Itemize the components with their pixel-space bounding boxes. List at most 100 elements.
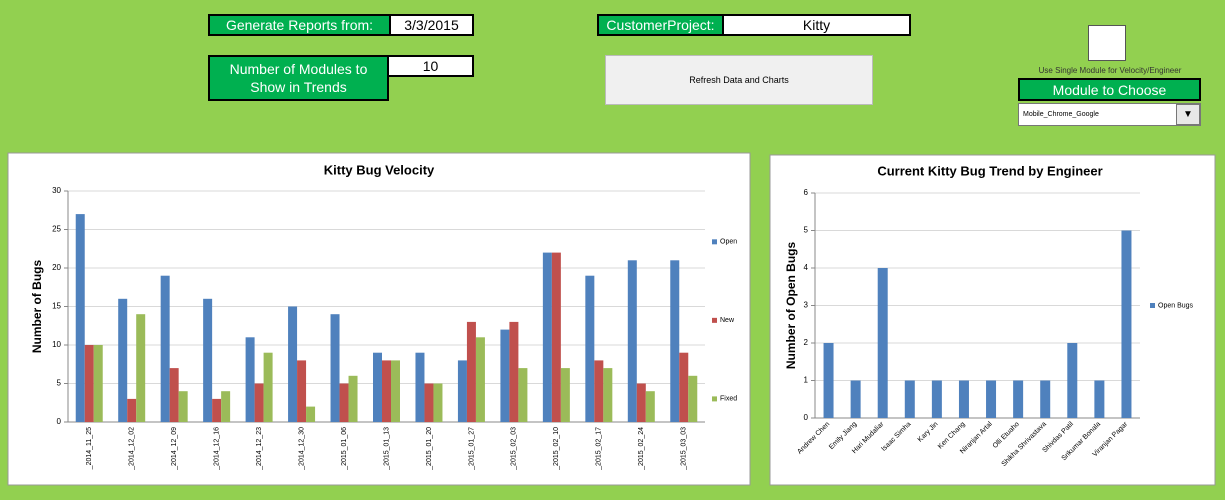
y-axis-title: Number of Open Bugs bbox=[784, 242, 798, 370]
chart-title: Current Kitty Bug Trend by Engineer bbox=[877, 163, 1102, 178]
bar bbox=[585, 275, 595, 422]
legend-swatch bbox=[712, 396, 717, 402]
y-axis-title: Number of Bugs bbox=[30, 260, 44, 354]
legend-swatch bbox=[712, 317, 717, 323]
bar bbox=[127, 398, 137, 422]
y-tick-label: 4 bbox=[804, 263, 809, 272]
bar bbox=[93, 345, 103, 422]
legend-label: New bbox=[720, 317, 735, 324]
bar bbox=[118, 298, 128, 422]
bar bbox=[986, 380, 997, 418]
bar bbox=[1013, 380, 1024, 418]
bar bbox=[160, 275, 170, 422]
modules-field[interactable]: 10 bbox=[387, 55, 474, 77]
y-tick-label: 3 bbox=[804, 301, 809, 310]
y-tick-label: 1 bbox=[804, 376, 809, 385]
label: Generate Reports from: bbox=[208, 14, 391, 36]
bar bbox=[254, 383, 264, 422]
bar bbox=[670, 260, 680, 422]
bar bbox=[823, 343, 834, 418]
label: CustomerProject: bbox=[597, 14, 724, 36]
y-tick-label: 30 bbox=[52, 186, 61, 195]
bar bbox=[551, 252, 561, 422]
chart-panel bbox=[7, 152, 751, 486]
legend-label: Open bbox=[720, 239, 737, 246]
checkbox-label: Use Single Module for Velocity/Engineer bbox=[1038, 66, 1182, 75]
bar bbox=[542, 252, 552, 422]
bar bbox=[330, 314, 340, 422]
dropdown-arrow[interactable]: ▼ bbox=[1176, 104, 1200, 125]
dropdown[interactable]: Mobile_Chrome_Google bbox=[1018, 103, 1201, 126]
bar bbox=[603, 368, 613, 422]
bar bbox=[245, 337, 255, 422]
y-tick-label: 20 bbox=[52, 263, 61, 272]
bar bbox=[391, 360, 400, 422]
bar bbox=[75, 214, 85, 422]
x-tick-label: _2014_12_09 bbox=[171, 427, 178, 471]
x-tick-label: _2015_01_27 bbox=[468, 427, 475, 471]
x-tick-label: _2014_12_30 bbox=[298, 427, 305, 471]
bar bbox=[212, 398, 222, 422]
refresh-button[interactable]: Refresh Data and Charts bbox=[605, 55, 873, 105]
bar bbox=[297, 360, 307, 422]
y-tick-label: 6 bbox=[804, 188, 809, 197]
x-tick-label: Olli Etuaho bbox=[992, 421, 1021, 450]
bar bbox=[645, 391, 655, 422]
y-tick-label: 0 bbox=[804, 413, 809, 422]
dropdown-value: Mobile_Chrome_Google bbox=[1023, 111, 1099, 118]
project-field[interactable]: Kitty bbox=[722, 14, 911, 36]
y-tick-label: 2 bbox=[804, 338, 809, 347]
x-tick-label: _2015_01_13 bbox=[383, 427, 390, 471]
bar bbox=[688, 375, 698, 422]
bar bbox=[288, 306, 298, 422]
bar bbox=[382, 360, 391, 422]
y-tick-label: 0 bbox=[57, 417, 62, 426]
y-tick-label: 10 bbox=[52, 340, 61, 349]
x-tick-label: _2015_02_10 bbox=[553, 427, 560, 471]
bar bbox=[457, 360, 467, 422]
x-tick-label: Hari Mudaliar bbox=[851, 420, 886, 455]
x-tick-label: _2014_12_02 bbox=[129, 427, 136, 471]
x-tick-label: _2014_11_25 bbox=[86, 427, 93, 470]
checkbox[interactable] bbox=[1088, 25, 1126, 61]
y-tick-label: 5 bbox=[57, 379, 62, 388]
bar bbox=[958, 380, 969, 418]
x-tick-label: _2015_03_03 bbox=[681, 427, 688, 471]
x-tick-label: _2015_02_17 bbox=[596, 427, 603, 471]
bar bbox=[221, 391, 231, 422]
date-field[interactable]: 3/3/2015 bbox=[389, 14, 474, 36]
y-tick-label: 25 bbox=[52, 225, 61, 234]
bar bbox=[433, 383, 443, 422]
bar bbox=[1121, 230, 1132, 418]
x-tick-label: Emily Jiang bbox=[828, 421, 858, 451]
x-tick-label: Shikha Shrivastava bbox=[1001, 421, 1048, 468]
bar bbox=[931, 380, 942, 418]
bar bbox=[850, 380, 861, 418]
bar bbox=[466, 321, 476, 422]
bar bbox=[415, 352, 425, 422]
bar bbox=[627, 260, 637, 422]
x-tick-label: Srikumar Bonala bbox=[1061, 421, 1103, 463]
x-tick-label: _2014_12_16 bbox=[213, 427, 220, 471]
bar bbox=[339, 383, 349, 422]
bar bbox=[518, 368, 528, 422]
bar bbox=[306, 406, 316, 422]
legend-label: Fixed bbox=[720, 396, 737, 403]
bar bbox=[169, 368, 179, 422]
bar bbox=[594, 360, 604, 422]
bar bbox=[136, 314, 146, 422]
bar bbox=[348, 375, 358, 422]
x-tick-label: Andrew Chen bbox=[796, 421, 831, 456]
bar bbox=[636, 383, 646, 422]
bar bbox=[877, 268, 888, 418]
x-tick-label: _2015_02_24 bbox=[638, 427, 645, 471]
bar bbox=[509, 321, 519, 422]
bar bbox=[679, 352, 689, 422]
label: Module to Choose bbox=[1018, 78, 1201, 101]
bar bbox=[263, 352, 273, 422]
bar bbox=[1094, 380, 1105, 418]
x-tick-label: Viranjan Pagar bbox=[1092, 420, 1130, 458]
bar bbox=[424, 383, 434, 422]
x-tick-label: _2015_01_20 bbox=[426, 427, 433, 471]
x-tick-label: _2015_02_03 bbox=[511, 427, 518, 471]
